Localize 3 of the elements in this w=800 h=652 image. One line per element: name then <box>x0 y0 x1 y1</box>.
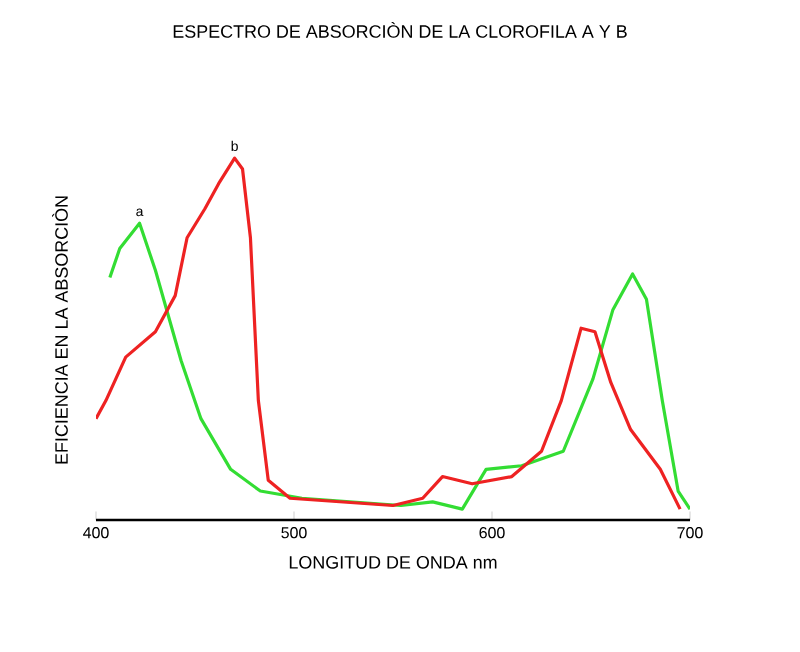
chart-title: ESPECTRO DE ABSORCIÒN DE LA CLOROFILA A Y B <box>173 22 627 38</box>
x-axis-title: LONGITUD DE ONDA nm <box>289 555 497 569</box>
y-axis-title: EFICIENCIA EN LA ABSORCIÒN <box>52 196 68 464</box>
